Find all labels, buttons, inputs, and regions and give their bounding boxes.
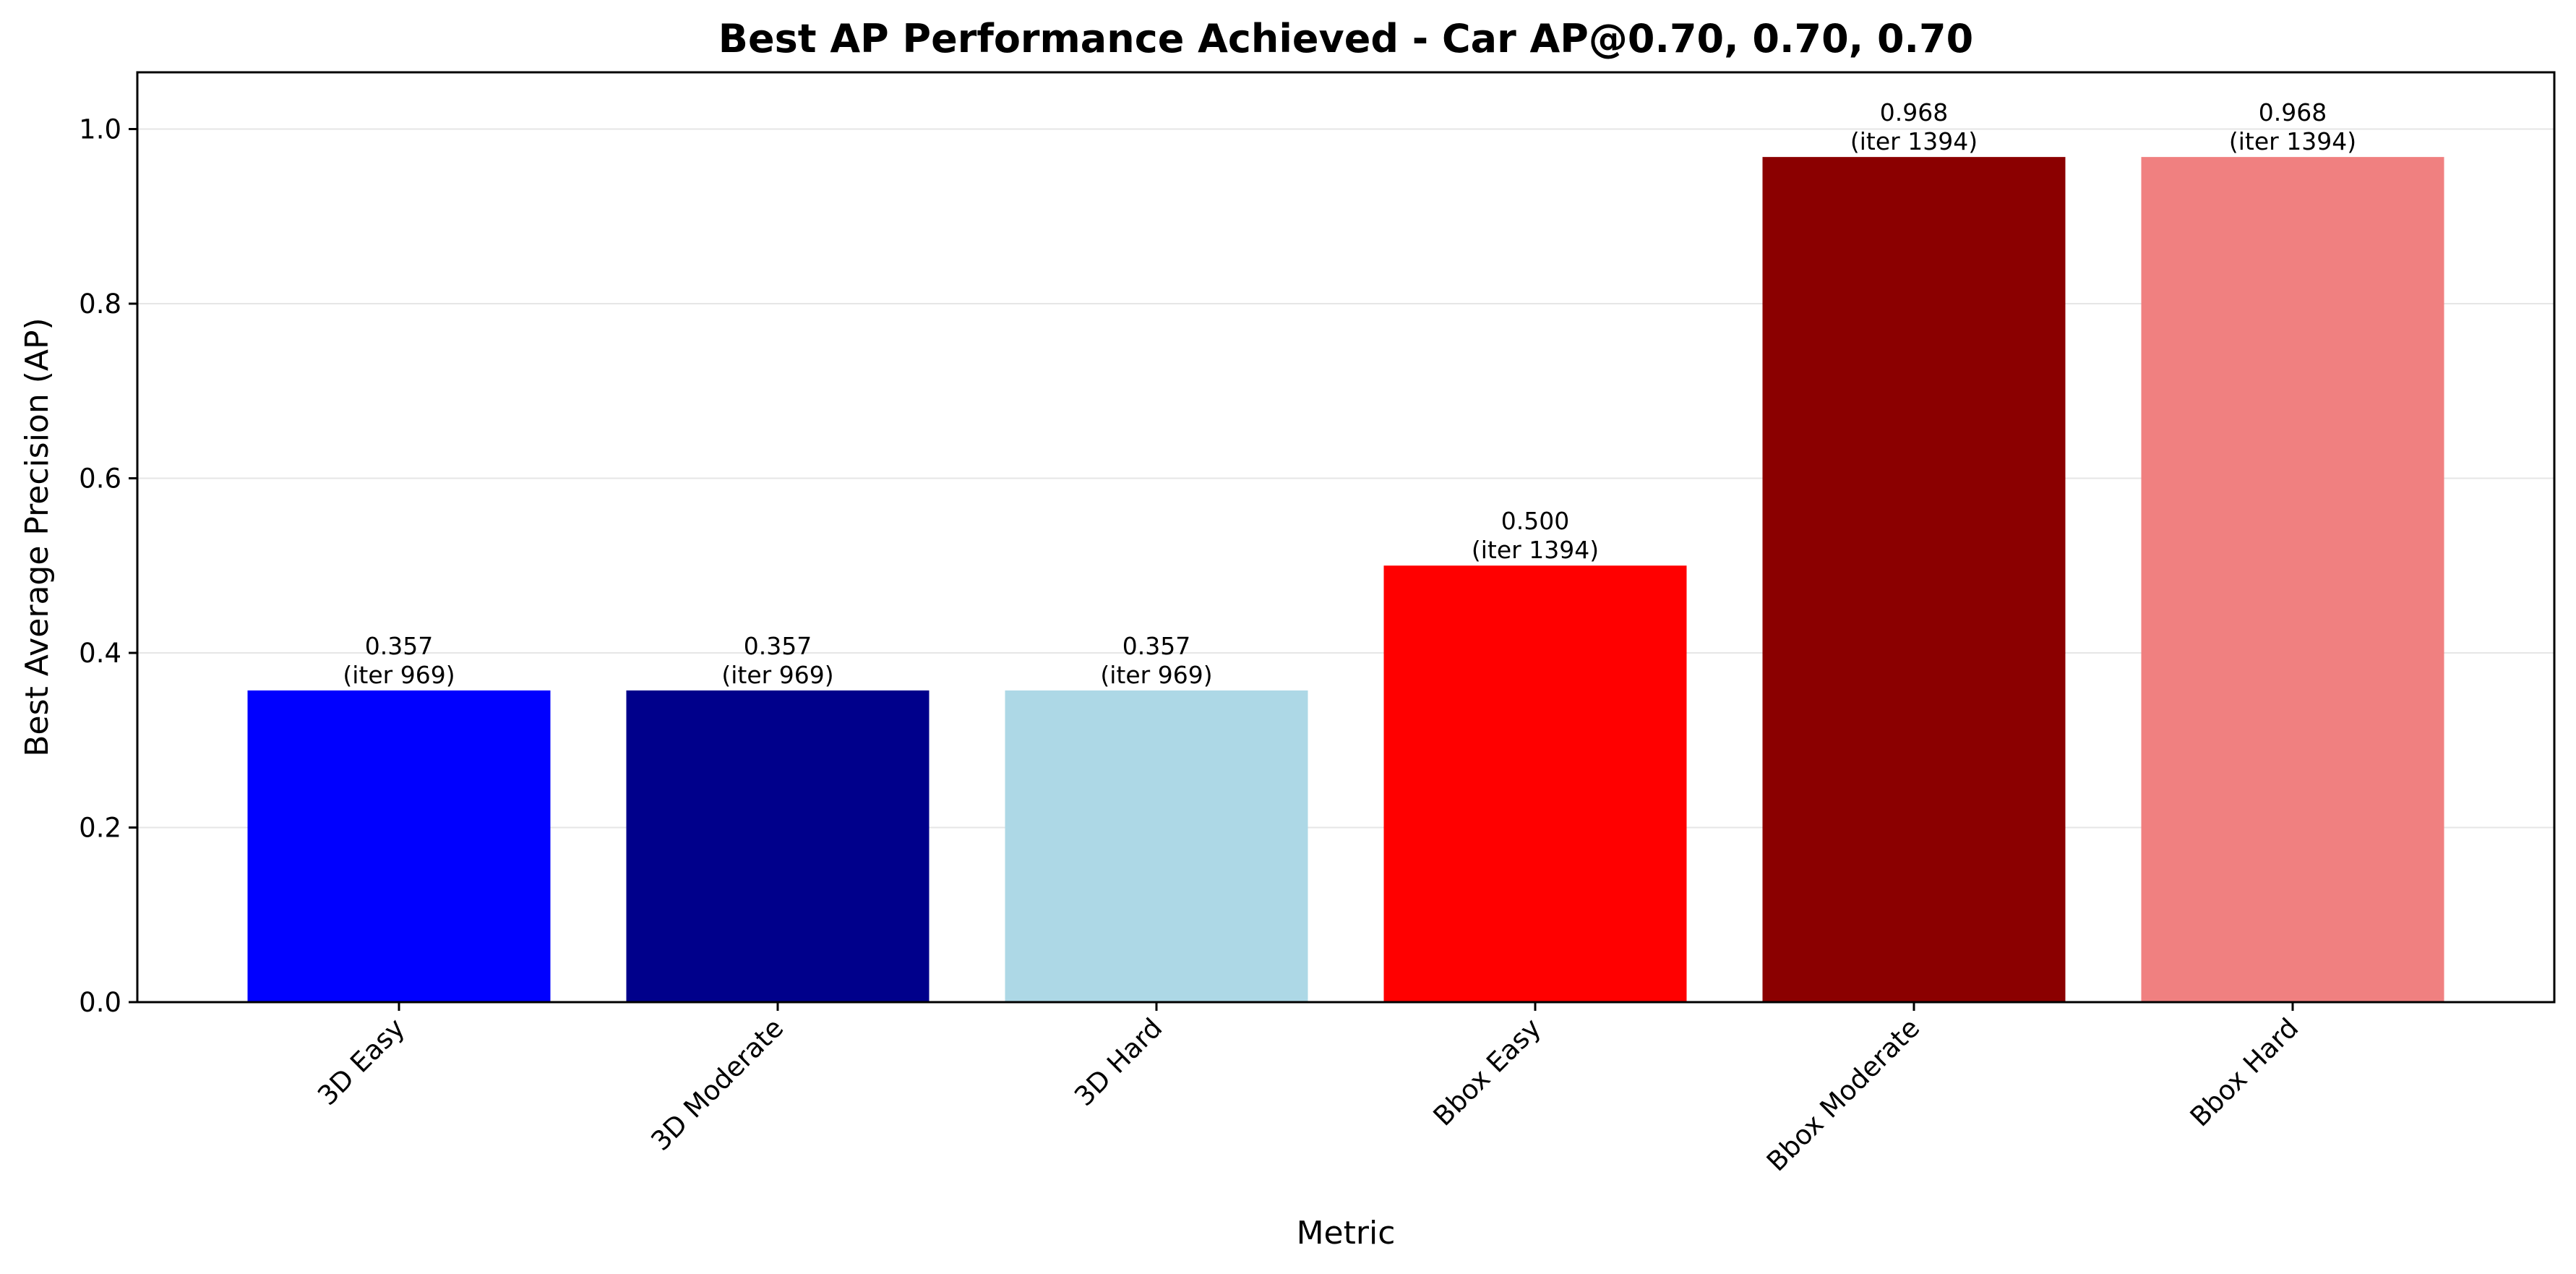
y-axis: 0.0 0.2 0.4 0.6 0.8 1.0 (79, 114, 137, 1018)
y-tick-label: 1.0 (79, 114, 121, 145)
bar (1762, 157, 2066, 1002)
bar-iteration-label: (iter 1394) (1850, 127, 1978, 155)
bar-value-labels: 0.357(iter 969)0.357(iter 969)0.357(iter… (343, 98, 2356, 689)
bar-value-label: 0.500 (1501, 507, 1569, 535)
bar-iteration-label: (iter 1394) (2229, 127, 2356, 155)
x-axis-label: Metric (1297, 1215, 1396, 1252)
bars (247, 157, 2444, 1002)
y-tick-label: 0.4 (79, 638, 121, 669)
plot-frame (136, 71, 2556, 1004)
y-tick-label: 0.6 (79, 463, 121, 494)
bar (247, 690, 551, 1002)
bar (626, 690, 929, 1002)
bar-value-label: 0.357 (365, 632, 433, 660)
bar-value-label: 0.968 (2259, 98, 2327, 127)
bar (1005, 690, 1308, 1002)
bar-iteration-label: (iter 969) (343, 661, 455, 689)
y-tick-label: 0.2 (79, 812, 121, 843)
chart-title: Best AP Performance Achieved - Car AP@0.… (718, 16, 1973, 61)
bar-value-label: 0.357 (744, 632, 812, 660)
bar-iteration-label: (iter 969) (1100, 661, 1212, 689)
bar (2141, 157, 2444, 1002)
bar-value-label: 0.357 (1122, 632, 1190, 660)
bar-iteration-label: (iter 969) (721, 661, 833, 689)
bar-iteration-label: (iter 1394) (1472, 536, 1599, 564)
bar (1383, 565, 1687, 1002)
y-tick-label: 0.8 (79, 288, 121, 320)
y-tick-label: 0.0 (79, 987, 121, 1018)
bar-value-label: 0.968 (1880, 98, 1948, 127)
y-axis-label: Best Average Precision (AP) (19, 317, 56, 756)
